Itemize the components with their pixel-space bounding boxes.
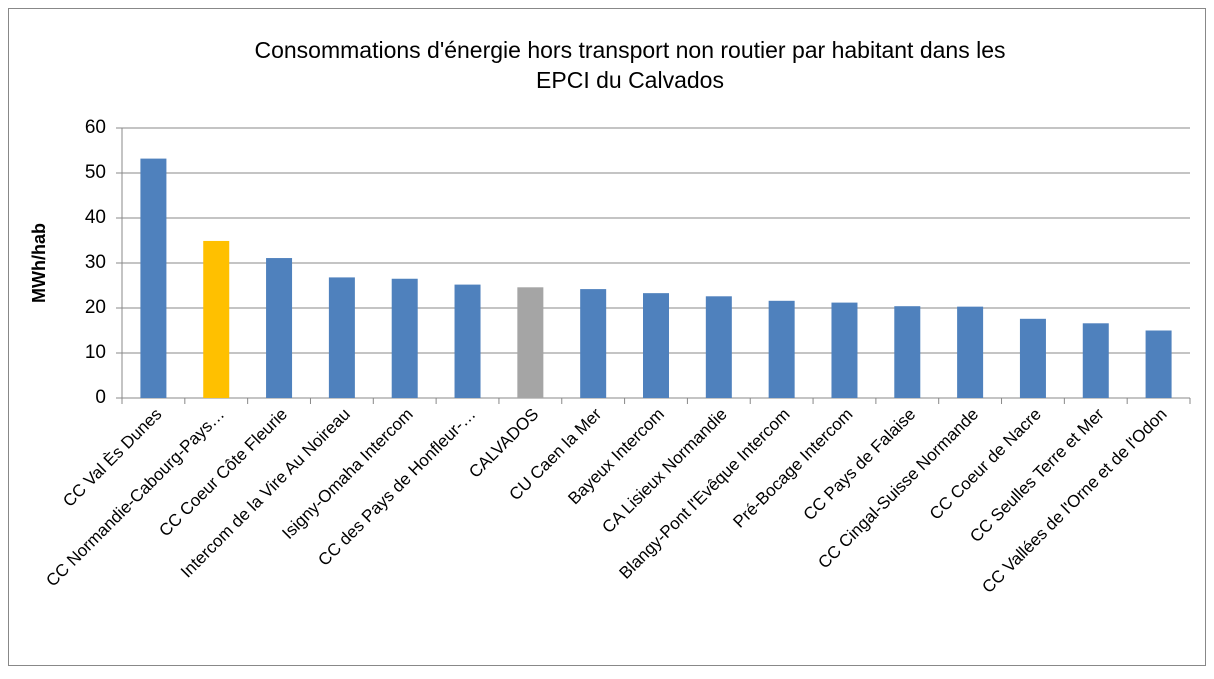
y-tick-label: 40 bbox=[85, 207, 106, 228]
x-tick-label: CC Pays de Falaise bbox=[800, 405, 920, 525]
y-tick-label: 60 bbox=[85, 117, 106, 138]
y-tick-label: 50 bbox=[85, 162, 106, 183]
bar bbox=[643, 293, 669, 398]
bar bbox=[957, 306, 984, 398]
bar bbox=[705, 296, 732, 398]
bar bbox=[894, 306, 921, 398]
bar bbox=[266, 258, 293, 398]
y-tick-label: 30 bbox=[85, 252, 106, 273]
y-tick-label: 20 bbox=[85, 297, 106, 318]
bar bbox=[328, 277, 355, 398]
bar bbox=[580, 289, 607, 398]
x-tick-label: Pré-Bocage Intercom bbox=[729, 405, 856, 532]
bar bbox=[831, 302, 858, 398]
bar bbox=[1019, 318, 1046, 398]
x-tick-label: CC Coeur de Nacre bbox=[926, 405, 1045, 524]
bar bbox=[140, 158, 167, 398]
bar bbox=[517, 287, 544, 398]
bar bbox=[454, 284, 481, 398]
bar bbox=[203, 240, 230, 398]
x-tick-label: CA Lisieux Normandie bbox=[598, 405, 730, 537]
bar bbox=[391, 278, 418, 398]
bar bbox=[768, 300, 795, 398]
x-tick-label: CC Coeur Côte Fleurie bbox=[155, 405, 291, 541]
bar bbox=[1145, 330, 1172, 398]
y-tick-label: 0 bbox=[95, 387, 106, 408]
bar bbox=[1082, 323, 1109, 398]
y-axis-label: MWh/hab bbox=[29, 223, 49, 303]
chart-title: Consommations d'énergie hors transport n… bbox=[254, 37, 1005, 63]
chart-frame bbox=[8, 8, 1206, 666]
y-tick-label: 10 bbox=[85, 342, 106, 363]
chart-title: EPCI du Calvados bbox=[536, 67, 724, 93]
